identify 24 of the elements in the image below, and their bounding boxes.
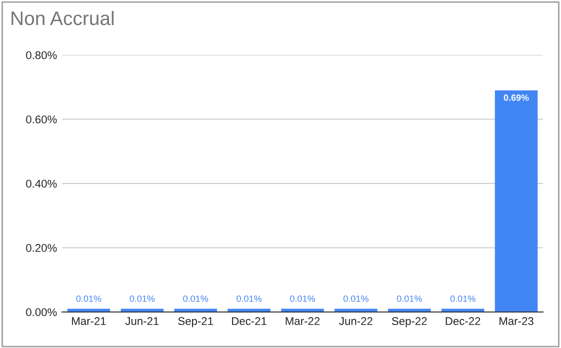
x-tick-label: Jun-21 [125, 317, 159, 326]
y-tick-label: 0.40% [26, 180, 57, 188]
x-tick-label: Mar-21 [72, 317, 106, 326]
data-label: 0.01% [344, 295, 368, 302]
chart-title: Non Accrual [12, 10, 114, 26]
x-tick-label: Dec-21 [232, 317, 266, 326]
y-tick-label: 0.00% [26, 308, 57, 316]
y-tick-label: 0.60% [26, 116, 57, 124]
data-label: 0.01% [76, 295, 102, 302]
x-tick-label: Sep-22 [392, 317, 427, 328]
x-tick-label: Dec-22 [446, 317, 480, 326]
data-label: 0.01% [396, 295, 422, 302]
x-tick-label: Mar-23 [500, 317, 534, 326]
data-label: 0.01% [183, 295, 208, 302]
x-tick-label: Jun-22 [339, 317, 372, 326]
data-label: 0.69% [504, 94, 529, 101]
x-tick-label: Sep-21 [178, 317, 213, 328]
data-label: 0.01% [236, 295, 262, 302]
data-label: 0.01% [450, 295, 476, 302]
data-label: 0.01% [290, 295, 315, 302]
y-tick-label: 0.80% [26, 51, 57, 60]
x-tick-label: Mar-22 [286, 317, 320, 326]
y-tick-label: 0.20% [26, 244, 57, 252]
data-label: 0.01% [130, 295, 155, 302]
